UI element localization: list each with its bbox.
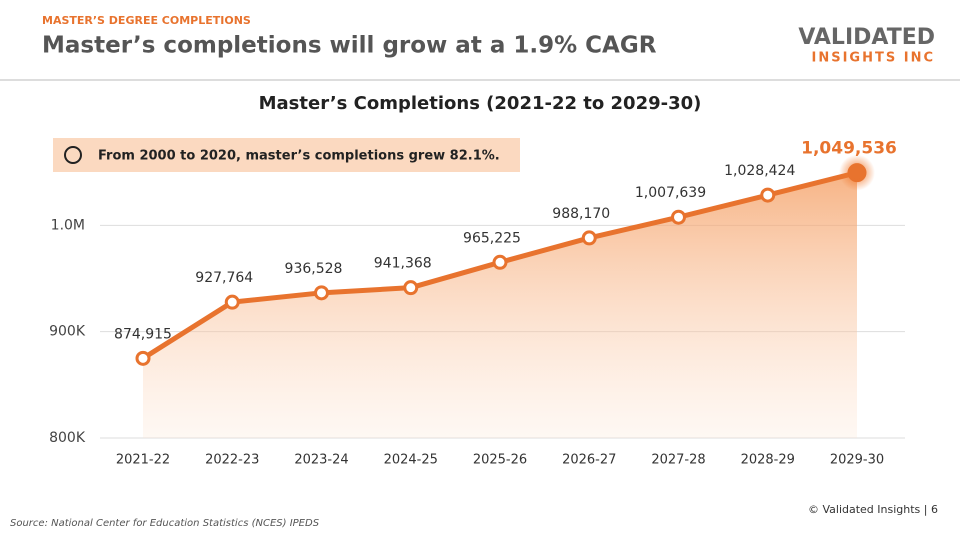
logo-text: INSIGHTS INC bbox=[812, 51, 935, 66]
clock-icon bbox=[64, 146, 82, 164]
source: Source: National Center for Education St… bbox=[10, 518, 320, 529]
x-tick-label: 2027-28 bbox=[651, 453, 705, 468]
x-tick-label: 2022-23 bbox=[205, 453, 259, 468]
callout-text: From 2000 to 2020, master’s completions … bbox=[98, 149, 500, 164]
data-label: 941,368 bbox=[374, 256, 432, 272]
plot: 800K 900K 1.0M 2021-22 2022-23 2023-24 2024-25… bbox=[49, 139, 905, 468]
x-tick-label: 2024-25 bbox=[384, 453, 438, 468]
data-label: 965,225 bbox=[463, 230, 521, 246]
x-tick-label: 2026-27 bbox=[562, 453, 616, 468]
point bbox=[224, 294, 240, 310]
data-label: 1,049,536 bbox=[801, 139, 897, 159]
data-label: 1,028,424 bbox=[724, 163, 795, 179]
point bbox=[581, 230, 597, 246]
x-tick-label: 2021-22 bbox=[116, 453, 170, 468]
callout-box bbox=[53, 138, 520, 172]
kicker: MASTER’S DEGREE COMPLETIONS bbox=[42, 14, 251, 27]
x-tick-label: 2025-26 bbox=[473, 453, 527, 468]
point bbox=[492, 254, 508, 270]
point bbox=[847, 163, 867, 183]
data-label: 874,915 bbox=[114, 326, 172, 342]
point bbox=[671, 209, 686, 225]
y-tick-label: 800K bbox=[49, 430, 86, 446]
logo-text: VALIDATED bbox=[798, 25, 935, 50]
copyright: © Validated Insights | 6 bbox=[808, 503, 938, 516]
data-label: 927,764 bbox=[195, 270, 253, 286]
data-label: 1,007,639 bbox=[635, 185, 706, 201]
data-label: 936,528 bbox=[285, 261, 343, 277]
chart-title: Master’s Completions (2021-22 to 2029-30… bbox=[259, 93, 702, 114]
slide-title: Master’s completions will grow at a 1.9%… bbox=[42, 33, 657, 59]
y-tick-label: 900K bbox=[49, 324, 86, 340]
x-tick-label: 2028-29 bbox=[741, 453, 795, 468]
point bbox=[760, 187, 776, 203]
x-tick-label: 2023-24 bbox=[294, 453, 348, 468]
point bbox=[135, 350, 151, 366]
area bbox=[143, 172, 857, 439]
y-tick-label: 1.0M bbox=[51, 217, 85, 233]
point bbox=[314, 285, 329, 301]
point bbox=[403, 280, 419, 296]
x-tick-label: 2029-30 bbox=[830, 453, 884, 468]
data-label: 988,170 bbox=[552, 206, 610, 222]
